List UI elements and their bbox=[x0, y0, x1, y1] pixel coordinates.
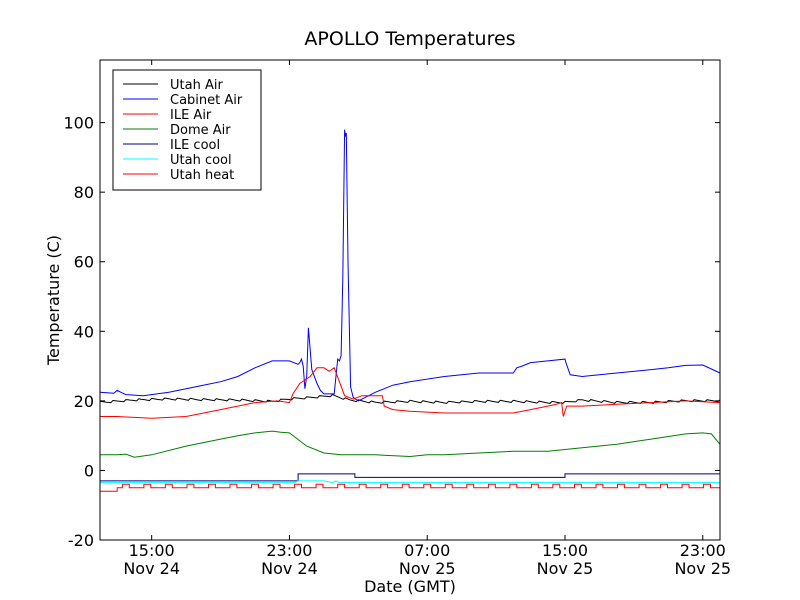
x-tick-date-label: Nov 24 bbox=[123, 559, 180, 578]
y-axis-label: Temperature (C) bbox=[44, 235, 63, 366]
x-tick-time-label: 23:00 bbox=[680, 541, 726, 560]
x-axis-label: Date (GMT) bbox=[364, 577, 456, 596]
x-tick-date-label: Nov 25 bbox=[537, 559, 594, 578]
series-line-utah-cool bbox=[100, 480, 720, 484]
y-tick-label: 60 bbox=[74, 253, 94, 272]
legend-box bbox=[112, 69, 262, 191]
legend-label: ILE Air bbox=[170, 108, 212, 123]
y-tick-label: -20 bbox=[68, 531, 94, 550]
legend-label: Utah cool bbox=[170, 153, 232, 168]
legend-label: ILE cool bbox=[170, 138, 220, 153]
y-tick-label: 100 bbox=[63, 114, 94, 133]
plot-frame bbox=[99, 59, 721, 541]
x-tick-date-label: Nov 25 bbox=[399, 559, 456, 578]
legend-label: Dome Air bbox=[170, 123, 231, 138]
plot-area bbox=[99, 129, 721, 492]
x-tick-time-label: 23:00 bbox=[266, 541, 312, 560]
legend-label: Cabinet Air bbox=[170, 93, 243, 108]
x-tick-time-label: 07:00 bbox=[404, 541, 450, 560]
x-tick-date-label: Nov 24 bbox=[261, 559, 318, 578]
x-tick-time-label: 15:00 bbox=[542, 541, 588, 560]
y-tick-label: 40 bbox=[74, 322, 94, 341]
series-line-utah-air bbox=[99, 393, 721, 404]
series-line-utah-heat bbox=[100, 483, 720, 492]
legend-label: Utah Air bbox=[170, 78, 223, 93]
y-tick-label: 0 bbox=[84, 461, 94, 480]
series-line-cabinet-air bbox=[99, 129, 721, 402]
legend-label: Utah heat bbox=[170, 168, 234, 183]
y-tick-label: 80 bbox=[74, 183, 94, 202]
y-tick-label: 20 bbox=[74, 392, 94, 411]
series-line-ile-cool bbox=[100, 473, 720, 482]
x-tick-date-label: Nov 25 bbox=[674, 559, 731, 578]
series-line-ile-air bbox=[100, 367, 721, 419]
x-tick-time-label: 15:00 bbox=[129, 541, 175, 560]
series-line-dome-air bbox=[100, 430, 721, 458]
chart-title: APOLLO Temperatures bbox=[304, 28, 515, 50]
